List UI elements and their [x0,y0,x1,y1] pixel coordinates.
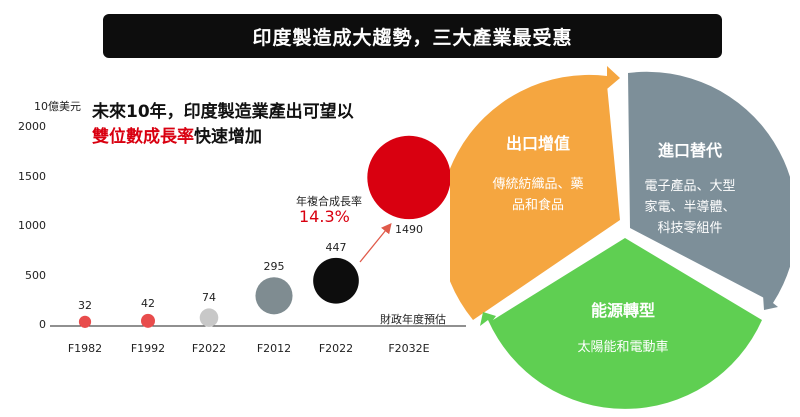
data-label-42: 42 [141,296,155,310]
segment-energy-title: 能源轉型 [590,301,655,320]
headline-highlight: 雙位數成長率 [92,127,194,147]
segment-energy [480,238,762,409]
x-tick-label: F2022 [318,342,354,355]
bubble-plot [50,135,466,328]
growth-arrow [359,222,392,263]
segment-energy-line: 太陽能和電動車 [577,340,669,355]
y-tick-label: 1500 [18,169,46,183]
segment-import-line: 科技零組件 [657,221,723,236]
y-axis-unit: 10億美元 [34,100,81,113]
data-label-447: 447 [325,240,347,254]
segment-import-line: 家電、半導體、 [644,200,736,215]
x-tick-label: F2012 [256,342,292,355]
bubble-1490 [367,135,451,220]
y-tick-label: 0 [39,318,46,331]
segment-export [450,66,620,320]
data-label-74: 74 [202,291,216,305]
headline-rest: 快速增加 [194,127,262,147]
headline: 未來10年，印度製造業產出可望以 雙位數成長率快速增加 [92,100,354,150]
banner-title: 印度製造成大趨勢，三大產業最受惠 [103,14,722,58]
bubble-74 [199,308,219,327]
bubble-447 [313,257,359,304]
x-tick-label: F2022 [191,342,227,355]
segment-export-text: 傳統紡織品、藥 品和食品 [463,174,613,216]
x-tick-label: F1992 [130,342,166,355]
segment-import [628,71,790,310]
y-tick-label: 1000 [18,219,46,232]
x-tick-label: F2032E [388,342,430,355]
segment-export-line: 傳統紡織品、藥 [492,177,584,192]
headline-line-2: 雙位數成長率快速增加 [92,125,354,150]
bubble-32 [78,315,92,328]
cagr-value: 14.3% [299,207,350,226]
data-label-295: 295 [263,260,285,274]
bubble-295 [255,277,293,315]
segment-import-text: 電子產品、大型 家電、半導體、 科技零組件 [615,176,765,239]
y-tick-label: 500 [25,268,46,282]
x-tick-label: F1982 [67,342,103,355]
cagr-label: 年複合成長率 [296,195,362,208]
segment-import-title: 進口替代 [657,141,722,160]
bubble-series [78,135,451,328]
y-tick-label: 2000 [18,120,46,133]
segment-import-line: 電子產品、大型 [644,179,736,194]
segment-export-title: 出口增值 [505,134,570,153]
segment-energy-text: 太陽能和電動車 [548,337,698,358]
data-label-1490: 1490 [395,223,423,237]
axis-note: 財政年度預估 [380,313,446,326]
industry-cycle-diagram [450,66,790,409]
bubble-42 [141,313,155,328]
segment-export-line: 品和食品 [511,198,564,213]
headline-line-1: 未來10年，印度製造業產出可望以 [92,102,354,122]
data-label-32: 32 [78,298,92,312]
